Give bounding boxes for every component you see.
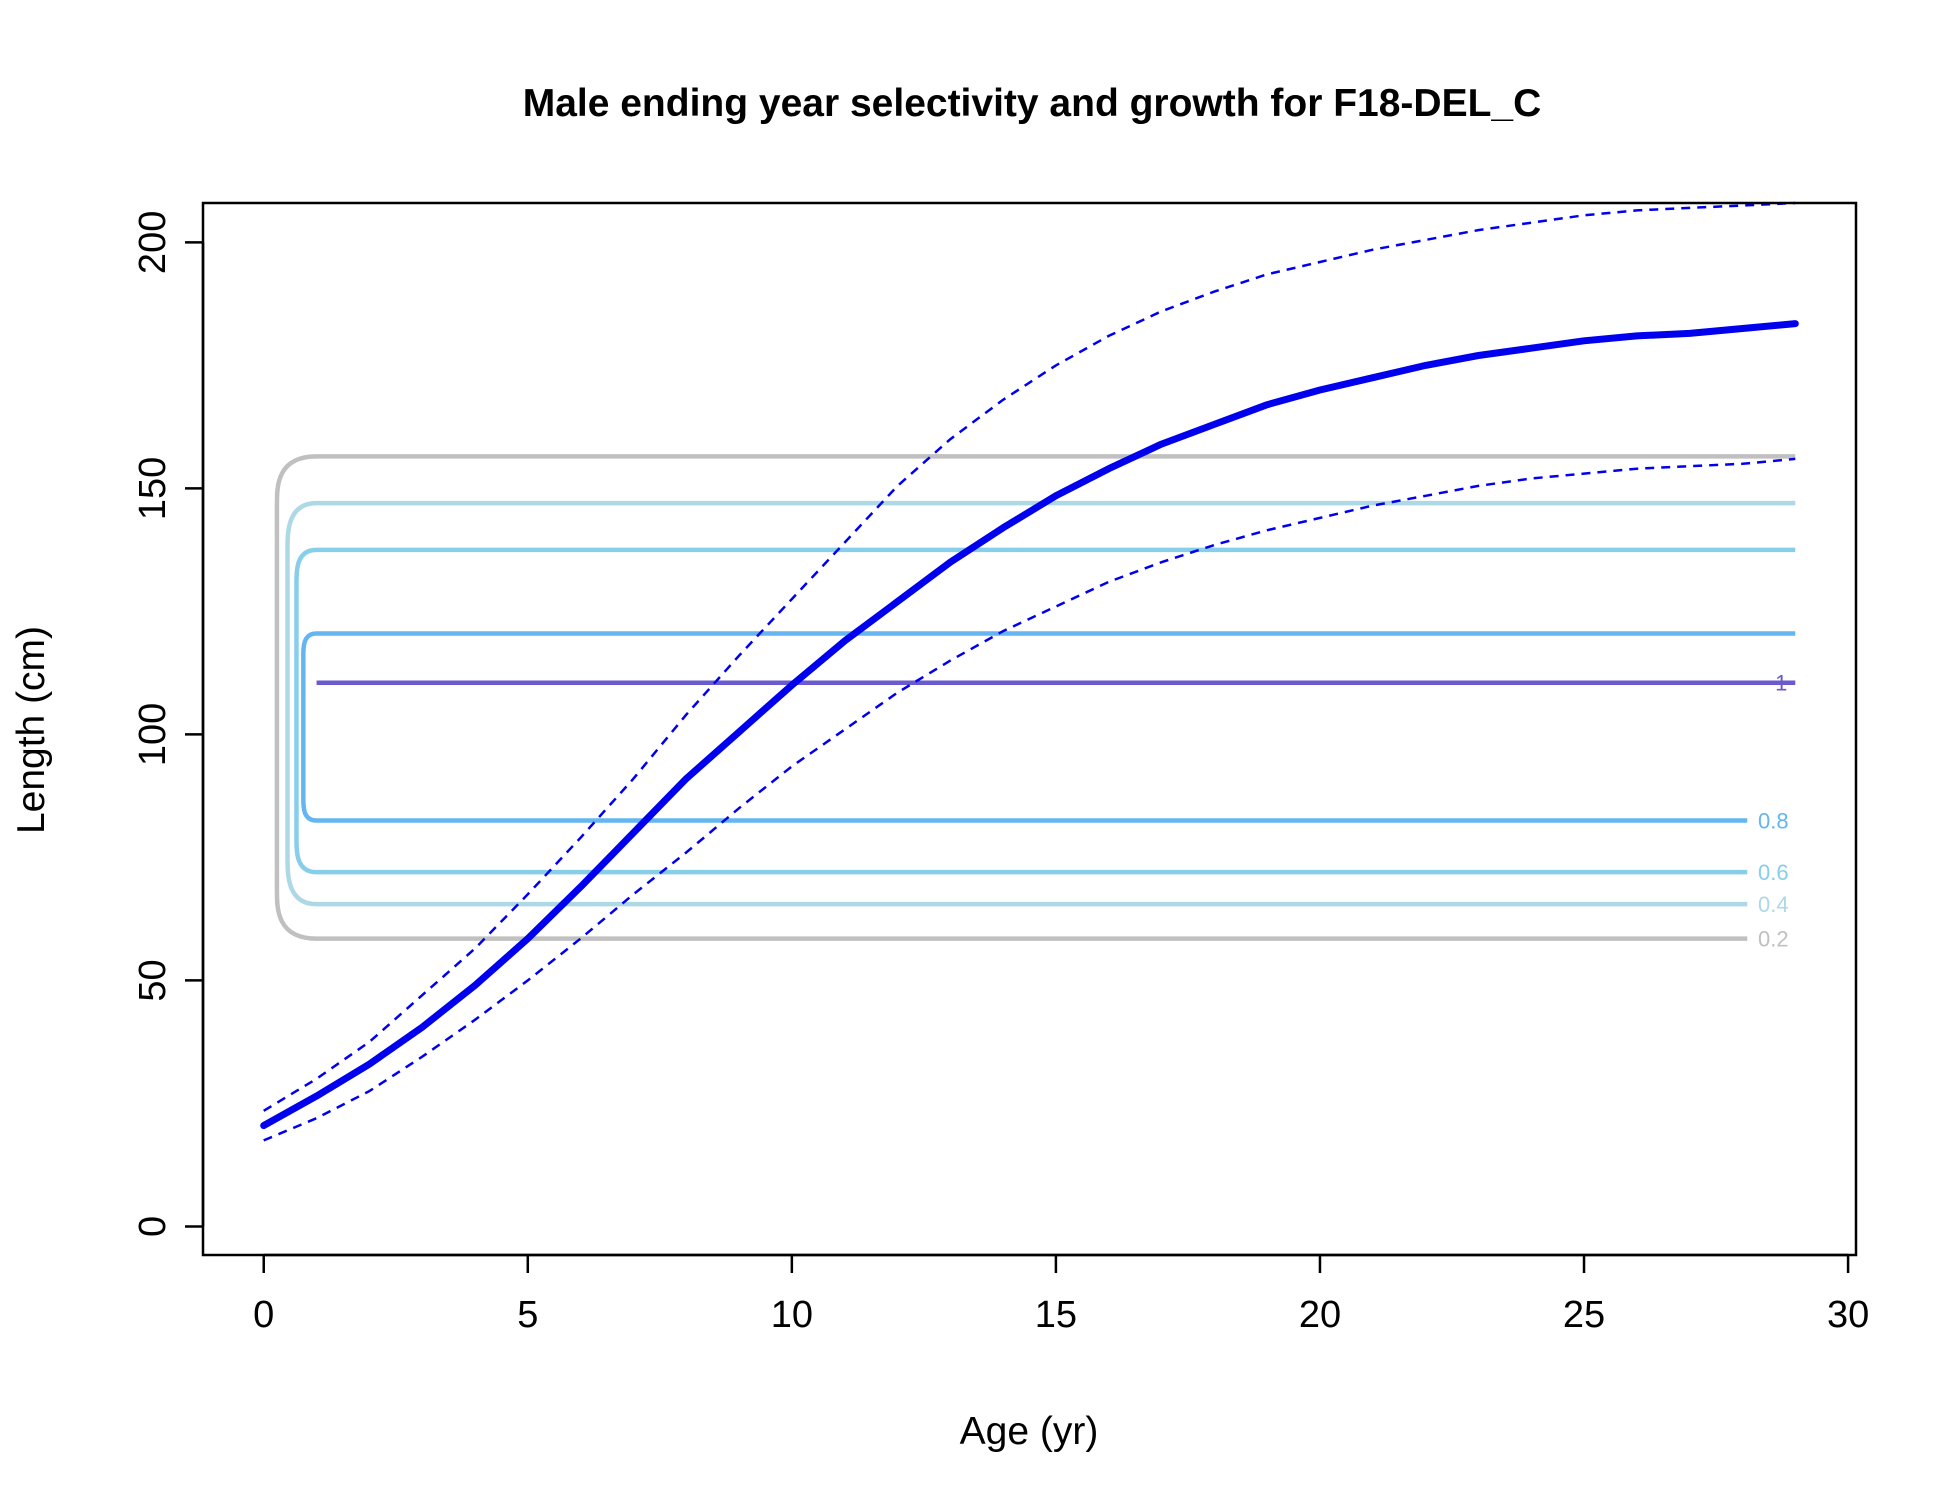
contour-label-1: 1	[1775, 671, 1787, 696]
x-tick-label: 30	[1827, 1294, 1869, 1336]
contour-line-0-2	[274, 454, 1796, 941]
y-tick-label: 50	[132, 959, 174, 1001]
x-tick-label: 5	[517, 1294, 538, 1336]
x-axis: 0 5 10 15 20 25 30	[253, 1253, 1869, 1336]
contour-line-0-6	[294, 547, 1796, 875]
growth-upper-line	[263, 201, 1796, 1112]
plot-frame	[201, 201, 1858, 1257]
x-tick-label: 20	[1299, 1294, 1341, 1336]
y-axis-label: Length (cm)	[10, 626, 53, 834]
chart-title: Male ending year selectivity and growth …	[523, 82, 1542, 125]
y-tick-label: 200	[132, 211, 174, 274]
growth-mean-line	[260, 320, 1799, 1130]
contour-label-0-6: 0.6	[1758, 860, 1789, 885]
y-tick-label: 0	[132, 1216, 174, 1237]
selectivity-contours: 0.2 0.4 0.6 0.8 1	[274, 454, 1796, 952]
growth-lower-line	[263, 457, 1796, 1142]
contour-line-0-4	[285, 500, 1796, 907]
x-tick-label: 15	[1035, 1294, 1077, 1336]
contour-label-0-8: 0.8	[1758, 809, 1789, 834]
y-axis: 0 50 100 150 200	[132, 211, 205, 1237]
x-tick-label: 25	[1563, 1294, 1605, 1336]
contour-line-0-8	[301, 631, 1796, 823]
x-tick-label: 0	[253, 1294, 274, 1336]
x-axis-label: Age (yr)	[960, 1410, 1099, 1453]
contour-label-0-2: 0.2	[1758, 927, 1789, 952]
y-tick-label: 100	[132, 703, 174, 766]
x-tick-label: 10	[771, 1294, 813, 1336]
y-tick-label: 150	[132, 457, 174, 520]
growth-curves	[260, 201, 1799, 1142]
contour-label-0-4: 0.4	[1758, 892, 1789, 917]
